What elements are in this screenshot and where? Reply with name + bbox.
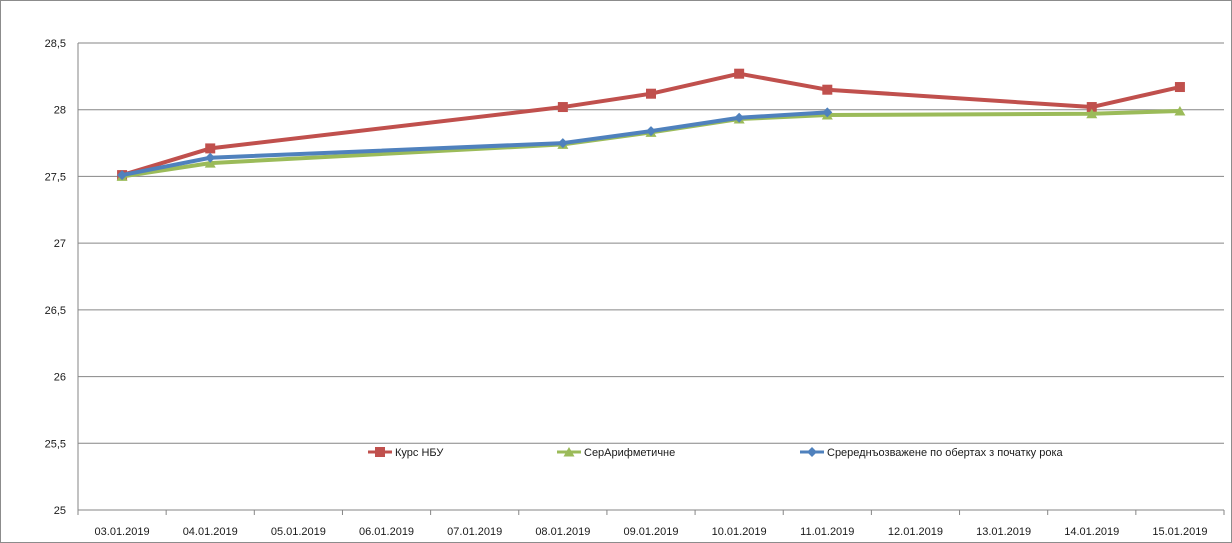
legend-label: СерАрифметичне xyxy=(584,447,675,459)
axes: 25 25,5 26 26,5 27 27,5 28 28,5 03.01.2019 04.01.… xyxy=(45,38,1225,538)
series-line xyxy=(120,71,1182,178)
x-tick-label: 04.01.2019 xyxy=(183,526,238,538)
y-tick-label: 28 xyxy=(54,105,66,117)
x-tick-label: 11.01.2019 xyxy=(800,526,854,538)
legend: Курс НБУ СерАрифметичне Сpереднъозважене п… xyxy=(368,447,1064,459)
x-tick-label: 07.01.2019 xyxy=(447,526,502,538)
series-2 xyxy=(116,106,1186,181)
series-line xyxy=(120,110,830,178)
legend-label: Курс НБУ xyxy=(395,447,444,459)
y-tick-label: 25 xyxy=(54,505,66,517)
series-line xyxy=(120,109,1182,179)
y-tick-label: 28,5 xyxy=(45,38,66,50)
x-tick-label: 10.01.2019 xyxy=(712,526,767,538)
data-point xyxy=(205,143,216,154)
y-tick-label: 27 xyxy=(54,238,66,250)
x-tick-label: 03.01.2019 xyxy=(95,526,150,538)
data-point xyxy=(646,126,656,137)
data-point xyxy=(1086,108,1098,119)
series-3 xyxy=(117,107,833,181)
data-point xyxy=(646,88,656,99)
legend-marker xyxy=(563,447,575,457)
legend-marker xyxy=(807,447,817,457)
data-point xyxy=(557,138,568,149)
y-tick-label: 25,5 xyxy=(45,438,66,450)
data-point xyxy=(557,102,568,113)
x-tick-label: 05.01.2019 xyxy=(271,526,326,538)
series-1 xyxy=(117,68,1185,181)
y-tick-label: 26,5 xyxy=(45,305,66,317)
legend-marker xyxy=(375,447,385,457)
data-point xyxy=(204,158,216,168)
data-point xyxy=(1086,102,1097,113)
y-tick-label: 27,5 xyxy=(45,171,66,183)
y-tick-label: 26 xyxy=(54,372,66,384)
x-tick-label: 15.01.2019 xyxy=(1152,526,1207,538)
x-tick-label: 08.01.2019 xyxy=(535,526,590,538)
x-tick-label: 14.01.2019 xyxy=(1064,526,1119,538)
x-tick-label: 13.01.2019 xyxy=(976,526,1031,538)
x-tick-label: 06.01.2019 xyxy=(359,526,414,538)
data-point xyxy=(117,170,128,181)
legend-item: СерАрифметичне xyxy=(557,447,675,459)
x-tick-label: 12.01.2019 xyxy=(888,526,943,538)
data-point xyxy=(822,84,833,95)
data-point xyxy=(1174,82,1185,93)
series xyxy=(116,68,1186,181)
data-point xyxy=(822,107,833,118)
gridlines xyxy=(78,42,1224,444)
data-point xyxy=(1174,106,1186,116)
data-point xyxy=(205,152,216,163)
data-point xyxy=(734,68,745,79)
x-tick-label: 09.01.2019 xyxy=(623,526,678,538)
legend-item: Сpереднъозважене по обертах з початку ро… xyxy=(800,447,1064,459)
legend-label: Сpереднъозважене по обертах з початку ро… xyxy=(827,447,1064,459)
data-point xyxy=(734,112,745,123)
legend-item: Курс НБУ xyxy=(368,447,444,459)
